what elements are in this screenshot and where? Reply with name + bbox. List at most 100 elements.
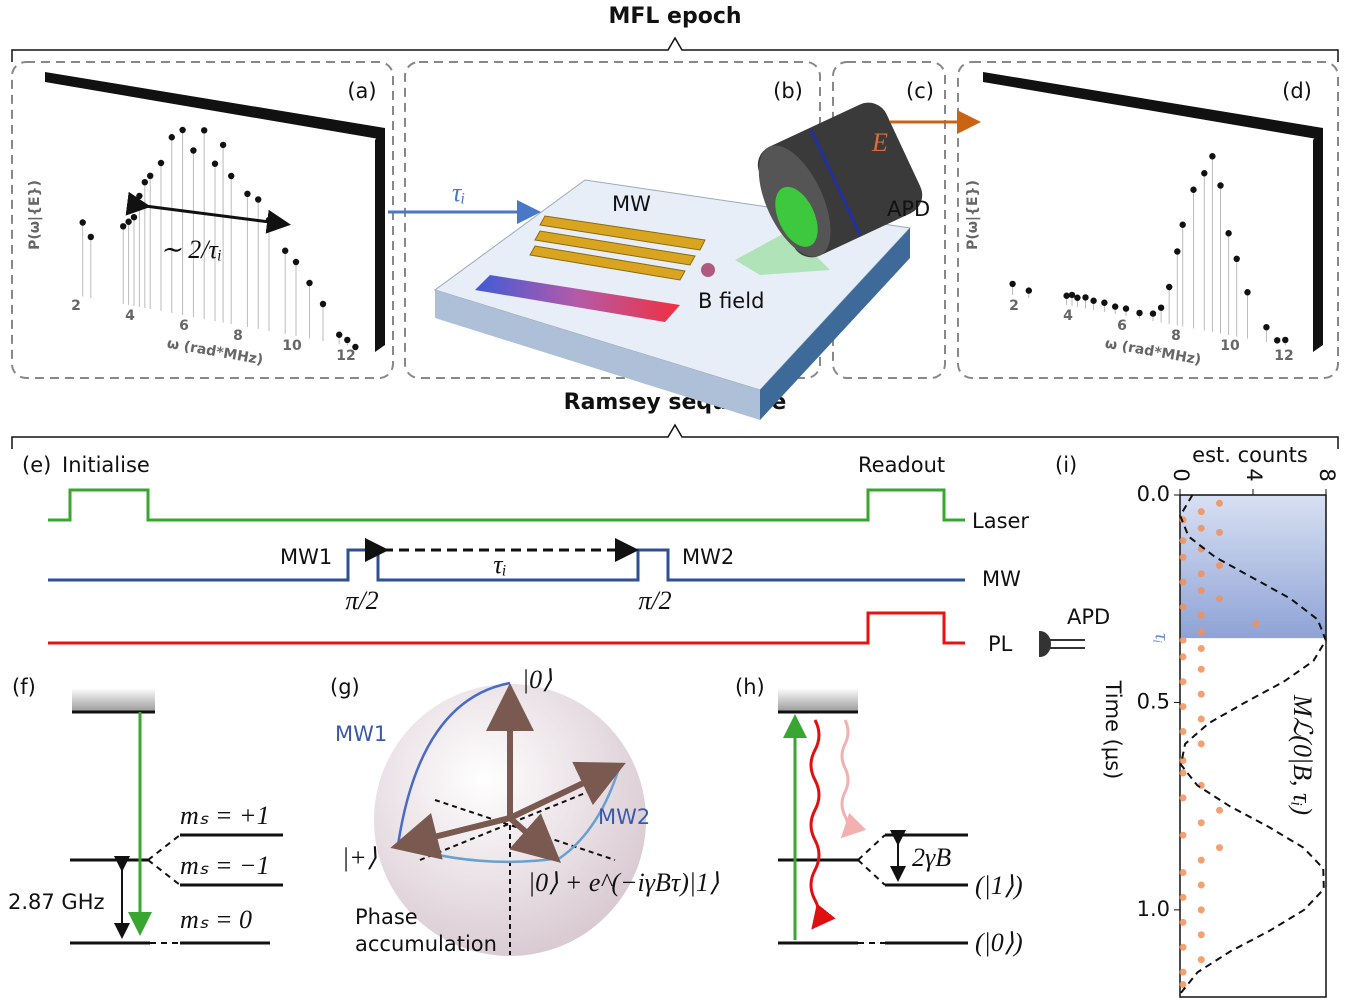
- point: [344, 336, 351, 344]
- point: [1122, 305, 1130, 312]
- panel-label: (i): [1055, 453, 1077, 477]
- plot-edge: [375, 128, 385, 352]
- x-tick-label: 8: [233, 328, 243, 344]
- point: [319, 300, 327, 308]
- axis-title: Time (μs): [1101, 680, 1125, 780]
- label: τᵢ: [493, 550, 506, 579]
- point: [141, 179, 148, 186]
- point: [87, 233, 95, 241]
- point: [228, 172, 235, 180]
- point: [1179, 769, 1187, 777]
- panel-label: (e): [22, 453, 51, 477]
- point: [1179, 893, 1187, 901]
- label: E: [871, 128, 888, 157]
- x-tick-label: 4: [1242, 468, 1266, 481]
- point: [1197, 570, 1205, 578]
- label: 2.87 GHz: [8, 890, 105, 914]
- x-tick-label: 6: [1117, 318, 1127, 334]
- label: MW2: [682, 545, 734, 569]
- point: [201, 127, 208, 134]
- label: APD: [1067, 605, 1110, 629]
- point: [1179, 653, 1187, 661]
- axis-title: est. counts: [1192, 443, 1308, 467]
- x-tick-label: 4: [125, 308, 135, 324]
- point: [1112, 303, 1119, 310]
- point: [125, 218, 132, 225]
- point: [1209, 153, 1216, 160]
- label: MW: [612, 192, 651, 216]
- point: [219, 141, 227, 149]
- y-tick-label: 0.5: [1137, 689, 1170, 713]
- point: [1179, 703, 1187, 711]
- label: MW2: [598, 805, 650, 829]
- point: [120, 223, 127, 230]
- point: [1197, 931, 1205, 939]
- energy-levels: [70, 688, 283, 945]
- x-tick-label: 10: [1220, 338, 1240, 354]
- x-tick-label: 12: [336, 348, 355, 364]
- x-tick-label: 12: [1274, 348, 1293, 364]
- panel-label: (f): [12, 675, 36, 699]
- point: [1179, 727, 1187, 735]
- level-label: (|1⟩): [975, 871, 1023, 900]
- point: [157, 159, 165, 167]
- point: [130, 214, 138, 221]
- point: [1252, 620, 1260, 628]
- point: [79, 219, 86, 226]
- point: [1179, 794, 1187, 802]
- point: [1197, 819, 1205, 827]
- point: [1197, 690, 1205, 698]
- point: [1068, 291, 1076, 299]
- x-tick-label: 4: [1063, 308, 1073, 324]
- x-tick-label: 0: [1169, 468, 1193, 481]
- panel-label: (h): [735, 675, 765, 699]
- point: [1101, 299, 1108, 306]
- point: [1197, 881, 1205, 889]
- x-tick-label: 8: [1171, 328, 1181, 344]
- y-axis-title: P(ω|{E}): [27, 180, 43, 250]
- point: [1216, 595, 1223, 603]
- panel-label: (g): [330, 675, 360, 699]
- label: MW1: [280, 545, 332, 569]
- label: B field: [698, 289, 764, 313]
- point: [1216, 844, 1223, 852]
- curve-label: Mℒ(0|B, τᵢ): [1288, 694, 1317, 815]
- y-tick-label: 1.0: [1137, 897, 1170, 921]
- y-tick-label: 0.0: [1137, 482, 1170, 506]
- panel-label: (b): [773, 79, 803, 103]
- point: [1263, 324, 1270, 331]
- label: MW1: [335, 722, 387, 746]
- channel-label: Laser: [972, 509, 1029, 533]
- point: [1063, 292, 1070, 299]
- point: [1197, 524, 1205, 532]
- point: [1217, 182, 1224, 189]
- point: [1216, 806, 1223, 814]
- bracket: [11, 36, 1339, 449]
- point: [1201, 170, 1208, 177]
- point: [211, 160, 219, 167]
- point: [1179, 869, 1187, 877]
- point: [1197, 665, 1205, 673]
- point: [1090, 297, 1097, 304]
- label: Readout: [858, 453, 945, 477]
- level-label: mₛ = +1: [180, 801, 270, 830]
- level-label: mₛ = 0: [180, 905, 252, 934]
- detector-icon: [1039, 630, 1085, 658]
- point: [1233, 255, 1240, 262]
- point: [1179, 831, 1187, 839]
- point: [255, 196, 262, 203]
- caption: accumulation: [355, 932, 497, 956]
- point: [1216, 562, 1223, 570]
- point: [1197, 740, 1205, 748]
- x-tick-label: 10: [282, 338, 302, 354]
- channel-label: MW: [982, 567, 1021, 591]
- point: [1190, 186, 1197, 193]
- x-tick-label: 8: [1315, 468, 1339, 481]
- point: [1179, 678, 1187, 686]
- state-label: |+⟩: [342, 843, 377, 872]
- panel-label: (d): [1282, 79, 1312, 103]
- point: [1074, 294, 1081, 301]
- point: [1244, 289, 1251, 296]
- point: [1025, 287, 1033, 294]
